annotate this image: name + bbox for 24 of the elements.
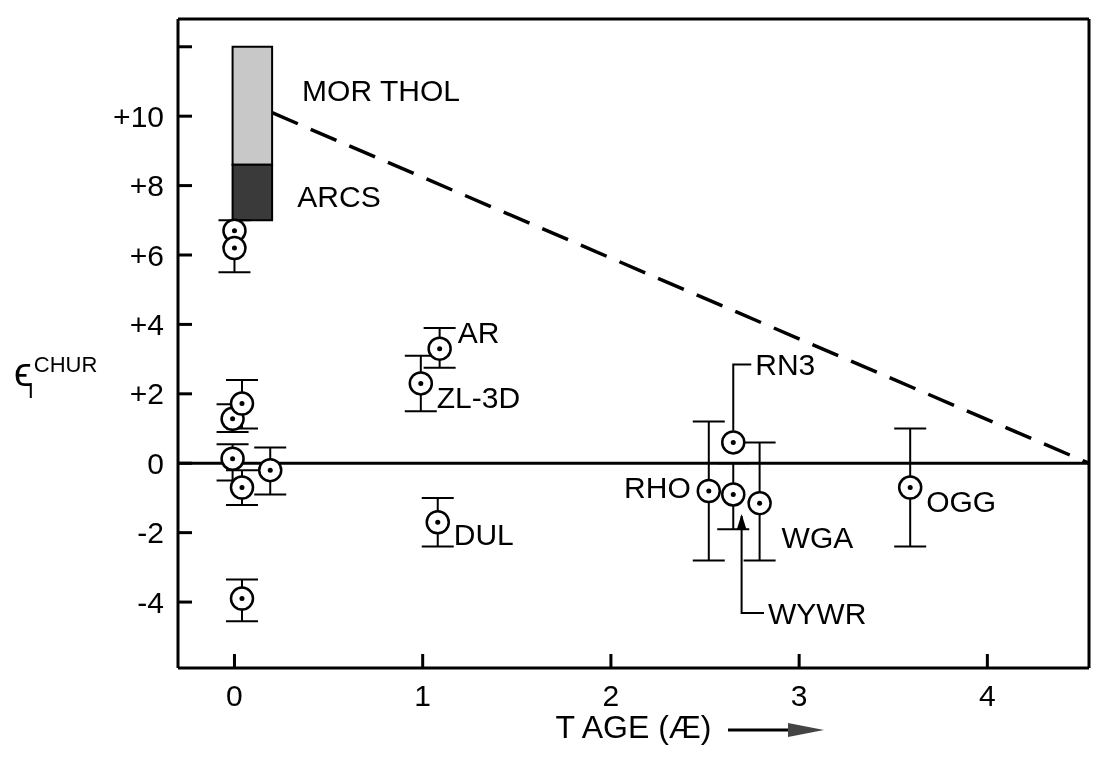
- y-tick-label: -2: [137, 516, 164, 550]
- annotation: WGA: [781, 520, 854, 554]
- annotation: RN3: [755, 347, 816, 381]
- y-tick-label: +4: [129, 307, 164, 341]
- y-tick-label: -4: [137, 585, 164, 619]
- annotation: MOR THOL: [302, 74, 460, 108]
- y-tick-label: +2: [129, 377, 164, 411]
- annotation: AR: [457, 316, 500, 350]
- annotation: OGG: [926, 485, 997, 519]
- annotation: DUL: [453, 517, 514, 551]
- x-tick-label: 0: [226, 679, 243, 712]
- annotation: ZL-3D: [436, 380, 521, 414]
- x-axis-title: T AGE (Æ): [555, 709, 712, 745]
- y-tick-label: +8: [129, 169, 164, 203]
- annotation: WYWR: [768, 596, 867, 630]
- y-tick-label: +10: [113, 99, 164, 133]
- x-tick-label: 4: [979, 679, 996, 712]
- annotation: RHO: [624, 470, 691, 504]
- y-tick-label: 0: [147, 446, 164, 480]
- annotation: ARCS: [297, 180, 381, 214]
- x-tick-label: 1: [414, 679, 432, 712]
- x-tick-label: 3: [790, 679, 808, 712]
- y-tick-label: +6: [129, 238, 164, 272]
- x-tick-label: 2: [602, 679, 620, 712]
